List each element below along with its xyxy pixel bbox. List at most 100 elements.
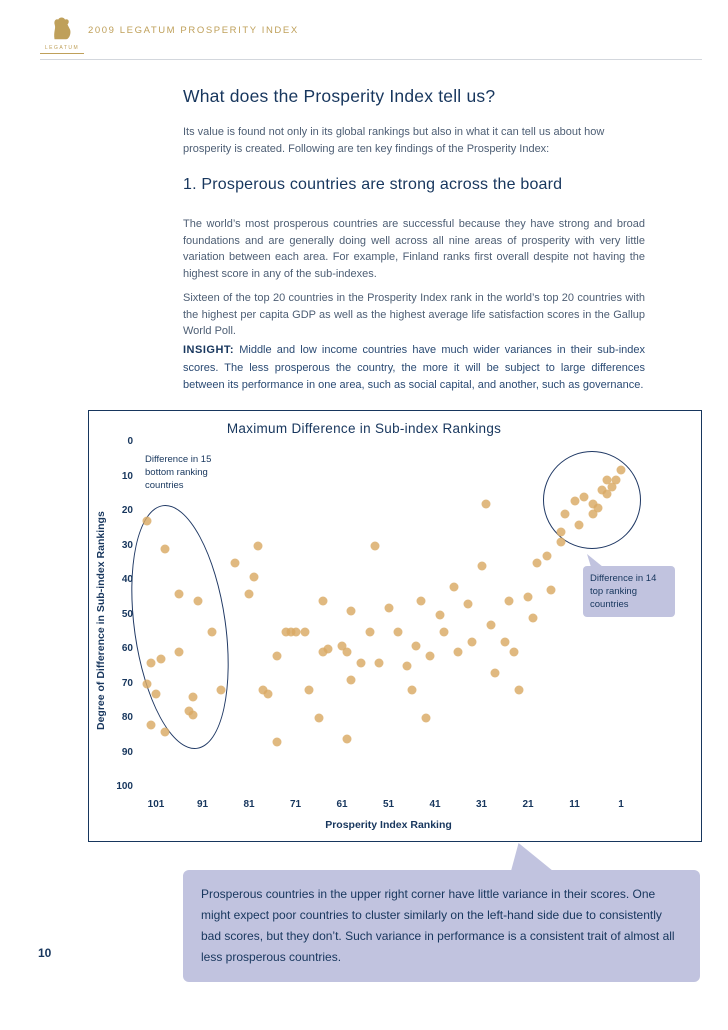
y-tick-label: 50 [121, 608, 133, 620]
data-point [188, 710, 198, 720]
top-countries-circle [543, 451, 641, 549]
data-point [407, 685, 417, 695]
data-point [439, 627, 449, 637]
data-point [607, 482, 617, 492]
data-point [318, 596, 328, 606]
data-point [142, 679, 152, 688]
data-point [272, 737, 282, 747]
x-tick-label: 91 [196, 799, 209, 810]
data-point [500, 637, 510, 647]
data-point [314, 713, 324, 723]
data-point [597, 485, 607, 495]
header-divider [40, 59, 702, 60]
data-point [509, 647, 519, 657]
data-point [272, 651, 282, 661]
data-point [593, 503, 603, 513]
x-tick-label: 1 [618, 799, 624, 810]
annotation-tail [587, 554, 603, 567]
data-point [504, 596, 514, 606]
data-point [337, 641, 347, 651]
page-number: 10 [38, 946, 52, 960]
y-tick-label: 100 [116, 781, 133, 792]
data-point [286, 627, 296, 637]
data-point [300, 627, 310, 637]
data-point [374, 658, 384, 668]
data-point [184, 706, 194, 716]
scatter-plot: Maximum Difference in Sub-index Rankings… [88, 410, 702, 842]
x-tick-label: 41 [429, 799, 441, 810]
data-point [253, 541, 263, 550]
x-tick-label: 101 [147, 799, 165, 810]
logo-wordmark: LEGATUM [40, 45, 84, 54]
y-tick-label: 30 [121, 539, 133, 551]
data-point [188, 692, 198, 702]
data-point [477, 561, 486, 571]
x-tick-label: 21 [522, 799, 534, 810]
data-point [393, 627, 403, 637]
data-point [435, 610, 445, 619]
intro-paragraph: Its value is found not only in its globa… [183, 126, 605, 155]
data-point [616, 465, 626, 475]
data-point [532, 558, 542, 568]
data-point [588, 509, 598, 519]
y-tick-label: 20 [121, 505, 133, 516]
data-point [570, 496, 579, 506]
data-point [249, 572, 259, 582]
section-heading: 1. Prosperous countries are strong acros… [183, 176, 563, 193]
report-header-title: 2009 LEGATUM PROSPERITY INDEX [88, 25, 299, 36]
data-point [151, 689, 161, 699]
data-point [356, 658, 366, 668]
data-point [560, 509, 570, 519]
data-point [579, 492, 589, 502]
data-point [411, 641, 421, 651]
data-point [346, 675, 356, 685]
data-point [365, 627, 375, 637]
data-point [602, 475, 612, 485]
data-point [384, 603, 393, 613]
data-point [463, 599, 473, 609]
data-point [160, 727, 170, 737]
data-point [481, 499, 491, 509]
y-tick-label: 60 [121, 643, 133, 654]
y-tick-label: 0 [127, 436, 133, 447]
y-tick-label: 70 [121, 677, 133, 689]
data-point [542, 551, 552, 561]
x-tick-label: 71 [289, 799, 302, 810]
data-point [574, 520, 584, 530]
x-axis-label: Prosperity Index Ranking [325, 819, 452, 831]
top-countries-annotation: Difference in 14 top ranking countries [583, 554, 675, 617]
data-point [230, 558, 240, 568]
y-tick-label: 80 [121, 712, 133, 723]
callout-tail [511, 843, 553, 871]
data-point [486, 620, 496, 630]
data-point [142, 516, 152, 526]
data-point [258, 685, 268, 695]
data-point [160, 544, 170, 554]
chart-title: Maximum Difference in Sub-index Rankings [226, 421, 502, 436]
data-point [425, 651, 435, 661]
page-title: What does the Prosperity Index tell us? [183, 86, 496, 106]
insight-text: Middle and low income countries have muc… [183, 344, 645, 391]
data-point [146, 658, 156, 668]
insight-label: INSIGHT: [183, 344, 235, 356]
data-point [216, 685, 226, 695]
data-point [421, 713, 431, 723]
data-point [207, 627, 217, 637]
legatum-logo: LEGATUM [40, 12, 84, 60]
data-point [304, 685, 314, 695]
x-tick-label: 81 [243, 799, 255, 810]
data-point [370, 541, 380, 550]
data-point [174, 647, 184, 657]
data-point [523, 592, 533, 602]
data-point [602, 489, 612, 499]
y-tick-label: 90 [121, 746, 133, 758]
data-point [346, 606, 356, 616]
insight-paragraph: INSIGHT: Middle and low income countries… [183, 342, 645, 395]
data-point [193, 596, 203, 606]
data-point [146, 720, 156, 730]
y-axis-label: Degree of Difference in Sub-index Rankin… [95, 511, 107, 731]
data-point [174, 589, 184, 599]
callout-text: Prosperous countries in the upper right … [201, 887, 675, 964]
x-tick-label: 51 [382, 799, 395, 810]
